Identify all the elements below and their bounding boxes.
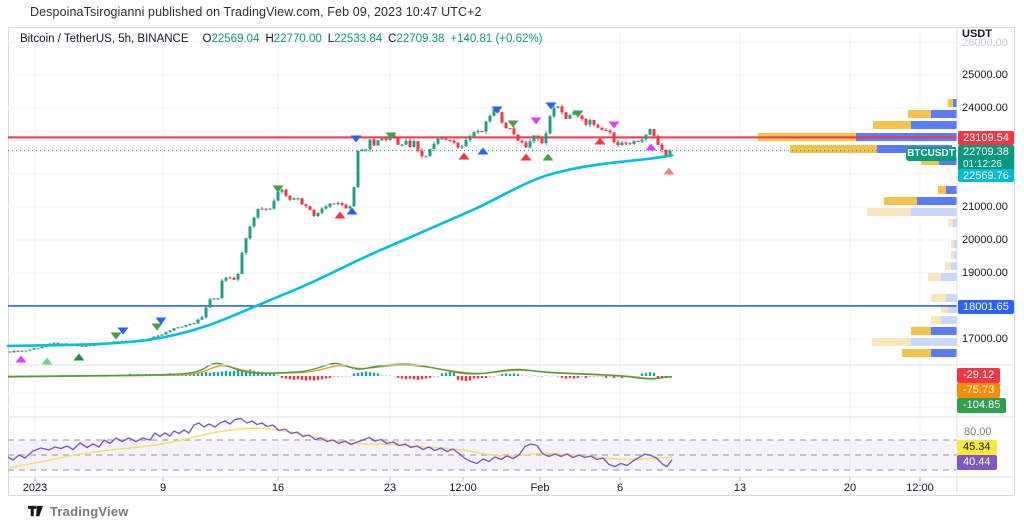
stoch-upper-band-label: 80.00 (964, 426, 992, 438)
axis-faint-top-label: 26000.00 (962, 37, 1008, 49)
time-axis-label: 16 (271, 482, 285, 494)
tradingview-attribution: TradingView (28, 504, 129, 519)
price-change: +140.81 (+0.62%) (450, 33, 543, 45)
time-axis-label: 12:00 (449, 482, 477, 494)
ohlc-close-value: 22709.38 (396, 33, 445, 45)
ohlc-open-value: 22569.04 (211, 33, 260, 45)
last-price-badge: 22709.38 01:12:26 (958, 145, 1014, 171)
indicator-badge-red: -29.12 (957, 368, 1001, 383)
price-axis-label: 25000.00 (962, 69, 1008, 81)
resistance-price-badge: 23109.54 (958, 131, 1014, 145)
tradingview-brand-text[interactable]: TradingView (50, 504, 129, 519)
ohlc-low-key: L (327, 33, 335, 45)
price-axis-label: 21000.00 (962, 201, 1008, 213)
time-axis-label: 12:00 (906, 482, 934, 494)
symbol-title[interactable]: Bitcoin / TetherUS, 5h, BINANCE (20, 33, 189, 45)
tradingview-logo-icon[interactable] (28, 504, 43, 519)
price-axis-label: 20000.00 (962, 234, 1008, 246)
stoch-purple-badge: 40.44 (957, 455, 997, 470)
ohlc-close-key: C (388, 33, 397, 45)
time-axis-label: 13 (733, 482, 747, 494)
ohlc-high-key: H (265, 33, 274, 45)
bar-countdown: 01:12:26 (963, 159, 1002, 170)
stoch-yellow-badge: 45.34 (957, 440, 997, 455)
price-axis-label: 24000.00 (962, 102, 1008, 114)
ohlc-open-key: O (202, 33, 212, 45)
time-axis-label: 23 (383, 482, 397, 494)
last-price-value: 22709.38 (963, 146, 1009, 158)
time-axis-label: 20 (843, 482, 857, 494)
indicator-badge-orange: -75.73 (957, 383, 1001, 398)
chart-widget-frame (8, 27, 1015, 496)
time-axis-label: Feb (530, 482, 550, 494)
indicator-badge-green: -104.85 (957, 398, 1007, 413)
axis-currency-label: USDT (962, 28, 992, 40)
time-axis-label: 6 (616, 482, 624, 494)
support-price-badge: 18001.65 (958, 300, 1014, 314)
ohlc-high-value: 22770.00 (273, 33, 322, 45)
publication-attribution: DespoinaTsirogianni published on Trading… (30, 5, 482, 19)
price-axis-label: 17000.00 (962, 333, 1008, 345)
ohlc-low-value: 22533.84 (334, 33, 383, 45)
time-axis-label: 2023 (22, 482, 48, 494)
symbol-tag-badge: BTCUSDT (906, 147, 956, 161)
time-axis-label: 9 (159, 482, 167, 494)
chart-legend: Bitcoin / TetherUS, 5h, BINANCE O22569.04… (20, 33, 542, 45)
price-axis-label: 19000.00 (962, 267, 1008, 279)
ma-value-badge: 22569.76 (958, 169, 1014, 182)
